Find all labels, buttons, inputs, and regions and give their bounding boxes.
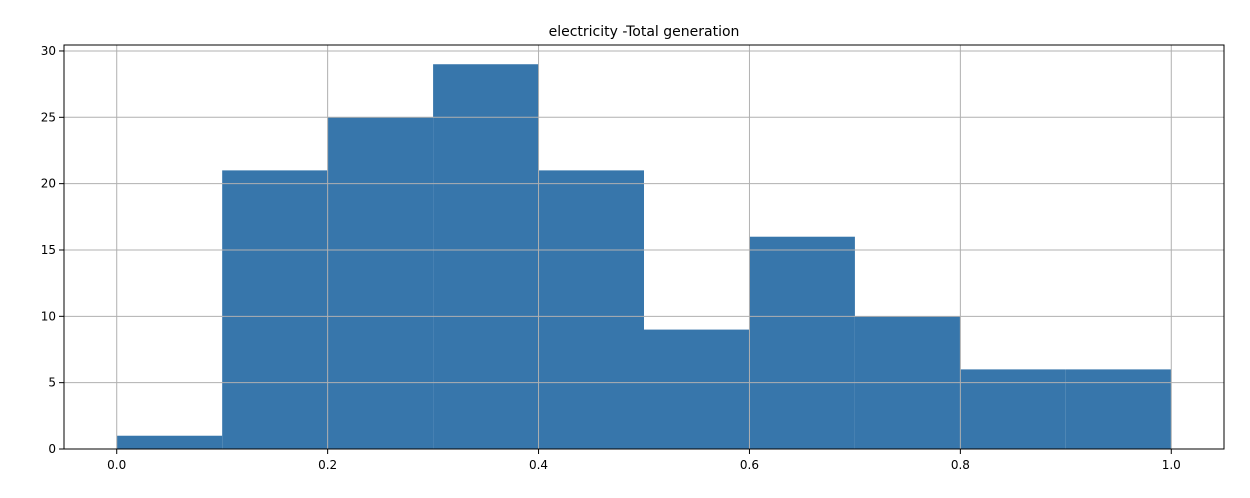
histogram-bar <box>327 117 434 449</box>
y-tick-label: 5 <box>48 376 56 390</box>
x-axis-ticks: 0.0 0.2 0.4 0.6 0.8 1.0 <box>107 449 1181 472</box>
chart-title: electricity -Total generation <box>549 24 740 40</box>
y-tick-label: 20 <box>41 177 56 191</box>
x-tick-label: 0.0 <box>107 458 126 472</box>
histogram-bar <box>222 170 328 449</box>
y-tick-label: 0 <box>48 442 56 456</box>
x-tick-label: 1.0 <box>1162 458 1181 472</box>
x-tick-label: 0.8 <box>951 458 970 472</box>
histogram-bar <box>538 170 644 449</box>
histogram-bar <box>433 64 539 449</box>
histogram-bar <box>1065 369 1172 449</box>
histogram-bar <box>960 369 1066 449</box>
histogram-bars <box>116 64 1172 449</box>
y-tick-label: 25 <box>41 110 56 124</box>
y-axis-ticks: 0 5 10 15 20 25 30 <box>41 44 64 456</box>
y-tick-label: 15 <box>41 243 56 257</box>
y-tick-label: 30 <box>41 44 56 58</box>
axes <box>63 44 1225 450</box>
x-tick-label: 0.2 <box>318 458 337 472</box>
x-tick-label: 0.6 <box>740 458 759 472</box>
plot-frame <box>63 44 1225 450</box>
x-tick-label: 0.4 <box>529 458 548 472</box>
histogram-bar <box>644 329 750 449</box>
histogram-bar <box>116 435 223 449</box>
y-tick-label: 10 <box>41 309 56 323</box>
histogram-bar <box>749 236 855 449</box>
